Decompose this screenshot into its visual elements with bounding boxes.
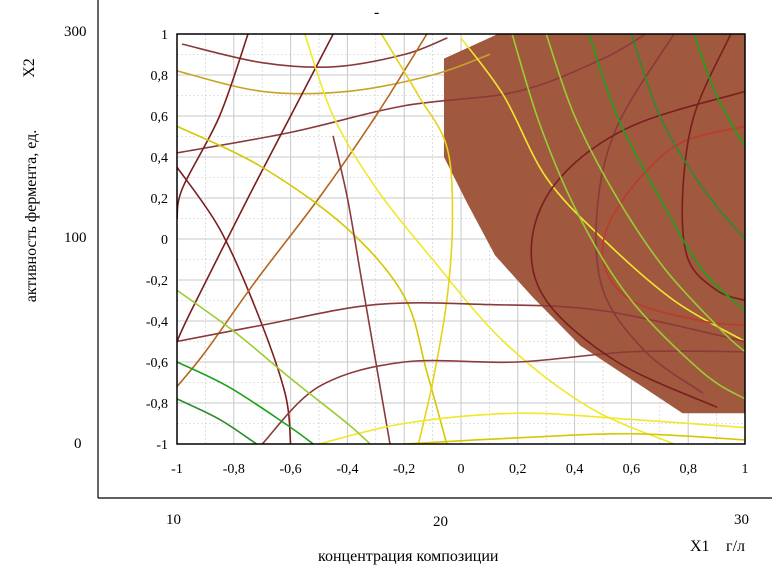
contour-line-28 [511, 34, 745, 400]
contour-line-13 [261, 350, 745, 444]
y-tick-label: 1 [161, 28, 168, 43]
y-tick-label: -0,2 [146, 274, 168, 289]
contour-line-12 [332, 135, 391, 444]
natural-y-tick-0: 0 [74, 436, 82, 452]
contour-line-3 [177, 34, 647, 154]
contour-lines [177, 34, 745, 444]
natural-y-tick-300: 300 [64, 24, 87, 40]
natural-x-tick-30: 30 [734, 512, 749, 528]
y-tick-labels: 1 0,8 0,6 0,4 0,2 0 -0,2 -0,4 -0,6 -0,8 -1 [146, 28, 168, 453]
contour-line-8 [304, 34, 675, 444]
contour-line-24 [588, 34, 745, 312]
optimal-region [443, 34, 745, 414]
contour-line-16 [403, 432, 745, 444]
y-axis-var: X2 [21, 58, 38, 78]
contour-line-7 [177, 34, 428, 388]
x-tick-label: 0 [458, 462, 465, 477]
x-tick-label: 0,4 [566, 462, 584, 477]
y-tick-label: -0,8 [146, 397, 168, 412]
contour-line-9 [177, 125, 448, 444]
contour-line-19 [177, 289, 371, 444]
x-tick-label: -0,8 [223, 462, 245, 477]
contour-line-21 [681, 34, 745, 302]
x-tick-label: -0,2 [393, 462, 415, 477]
natural-y-tick-100: 100 [64, 230, 87, 246]
x-tick-label: -1 [171, 462, 183, 477]
top-mark: - [374, 4, 380, 21]
x-tick-label: 0,8 [679, 462, 697, 477]
y-tick-label: -0,4 [146, 315, 168, 330]
contour-line-11 [460, 37, 745, 343]
contour-line-17 [177, 398, 258, 444]
contour-line-22 [595, 34, 704, 394]
contour-line-18 [177, 361, 315, 444]
contour-line-25 [630, 34, 745, 240]
y-tick-label: 0,4 [151, 151, 169, 166]
contour-line-6 [177, 166, 292, 444]
y-tick-label: 0 [161, 233, 168, 248]
y-tick-label: 0,2 [151, 192, 169, 207]
natural-x-tick-10: 10 [166, 512, 181, 528]
x-axis-label: концентрация композиции [318, 548, 499, 565]
x-axis-var: X1 [690, 538, 710, 555]
contour-line-26 [545, 34, 745, 353]
x-tick-label: -0,6 [280, 462, 302, 477]
natural-x-tick-20: 20 [433, 514, 448, 530]
y-tick-label: 0,8 [151, 69, 169, 84]
contour-line-15 [318, 412, 745, 444]
contour-line-5 [177, 34, 334, 343]
y-axis-label: активность фермента, ед. [23, 129, 40, 303]
x-tick-labels: -1 -0,8 -0,6 -0,4 -0,2 0 0,2 0,4 0,6 0,8 1 [171, 462, 748, 477]
contour-line-1 [177, 53, 491, 95]
contour-line-14 [177, 302, 745, 343]
x-tick-label: 0,2 [509, 462, 527, 477]
y-tick-label: -1 [156, 438, 168, 453]
contour-line-10 [380, 34, 454, 444]
y-tick-label: 0,6 [151, 110, 169, 125]
contour-line-4 [177, 34, 249, 220]
plot-frame [176, 33, 746, 445]
x-tick-label: 1 [742, 462, 749, 477]
contour-line-23 [530, 90, 745, 408]
y-tick-label: -0,6 [146, 356, 168, 371]
contour-line-27 [693, 34, 745, 148]
x-tick-label: 0,6 [623, 462, 641, 477]
x-tick-label: -0,4 [336, 462, 358, 477]
x-axis-unit: г/л [726, 538, 745, 555]
